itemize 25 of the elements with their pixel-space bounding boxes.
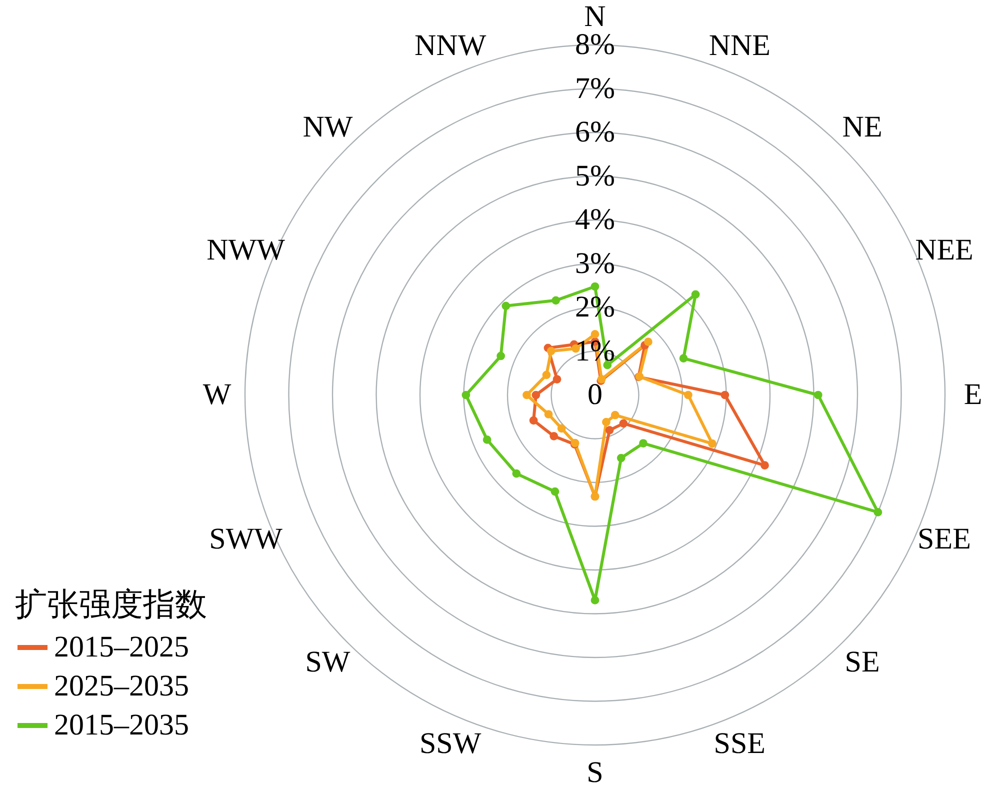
legend-label: 2025–2035 [54, 670, 189, 702]
spoke-label: S [586, 756, 604, 789]
y-tick-label: 7% [575, 72, 615, 105]
y-tick-label: 4% [575, 203, 615, 236]
spoke-label: SSW [420, 727, 482, 760]
y-tick-label: 0 [588, 378, 602, 411]
spoke-label: NW [302, 110, 354, 144]
spoke-label: NEE [915, 233, 974, 266]
y-tick-label: 3% [575, 246, 615, 280]
spoke-label: NE [842, 110, 882, 144]
legend-label: 2015–2035 [54, 708, 189, 742]
spoke-label: SWW [209, 522, 284, 556]
y-tick-label: 6% [575, 116, 615, 148]
spoke-label: NNW [414, 28, 487, 62]
spoke-label: NWW [206, 233, 286, 266]
spoke-label: SSE [714, 727, 766, 760]
spoke-label: E [964, 378, 982, 411]
legend-label: 2015–2025 [54, 630, 189, 664]
spoke-label: SE [844, 645, 880, 678]
spoke-label: NNE [708, 28, 770, 62]
legend-title: 扩张强度指数 [15, 586, 207, 622]
spoke-label: SEE [918, 522, 971, 556]
spoke-label: SW [305, 645, 351, 678]
spoke-label: W [202, 378, 232, 411]
y-tick-label: 5% [575, 159, 615, 192]
